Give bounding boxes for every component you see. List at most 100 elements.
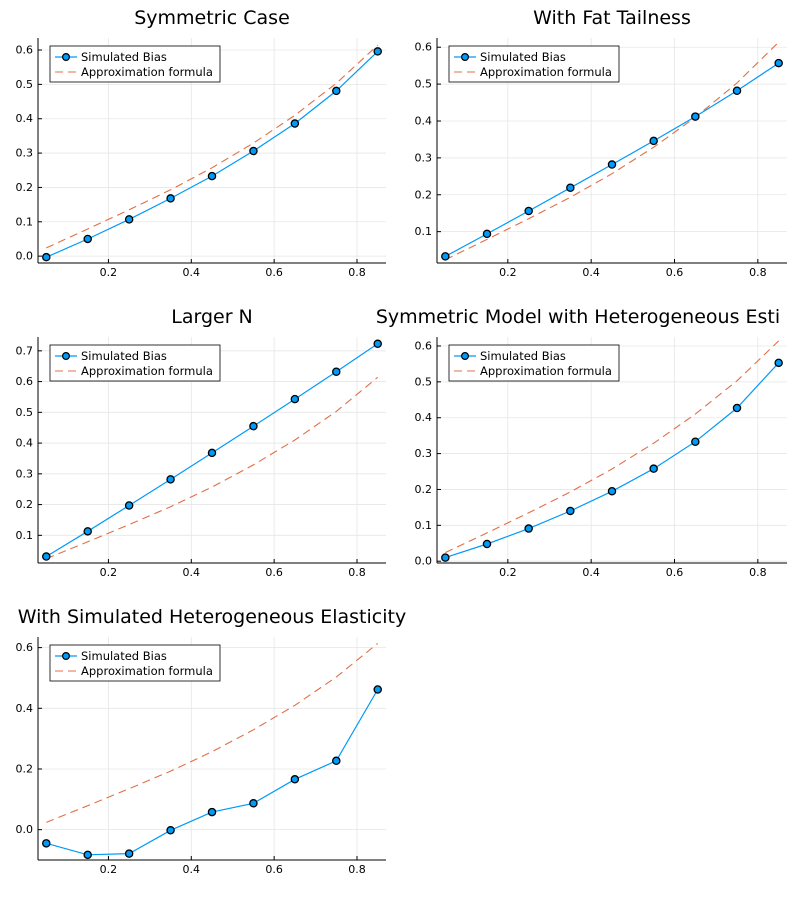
x-tick-label: 0.4 (183, 566, 201, 579)
simulated-bias-point (607, 160, 617, 169)
simulated-bias-point (332, 86, 341, 96)
simulated-bias-point (290, 394, 300, 404)
simulated-bias-line (445, 62, 780, 257)
simulated-bias-point (42, 552, 51, 561)
x-tick-label: 0.2 (499, 266, 517, 279)
panel-symmetric-heterogeneous-esti: Symmetric Model with Heterogeneous Esti 0… (376, 306, 787, 579)
legend-simulated-label: Simulated Bias (480, 349, 566, 363)
legend-simulated-label: Simulated Bias (81, 649, 167, 663)
legend-simulated-marker (461, 352, 470, 361)
simulated-bias-point (207, 171, 217, 181)
simulated-bias-point (124, 501, 134, 510)
simulated-bias-point (83, 527, 92, 536)
y-tick-label: 0.2 (16, 762, 34, 775)
x-tick-label: 0.8 (348, 863, 366, 876)
legend-simulated-label: Simulated Bias (480, 50, 566, 64)
x-tick-label: 0.8 (749, 566, 767, 579)
simulated-bias-point (249, 421, 258, 431)
simulated-bias-point (566, 183, 575, 193)
legend-simulated-marker (61, 52, 70, 61)
simulated-bias-point (524, 206, 533, 216)
y-tick-label: 0.3 (16, 147, 34, 160)
panel-larger-n: Larger N 0.2 0.4 0.6 0.8 0.1 0.2 0.3 0.4 0.5 0.6 0.… (16, 306, 386, 579)
y-tick-label: 0.2 (415, 483, 433, 496)
simulated-bias-point (166, 475, 175, 484)
simulated-bias-point (774, 58, 783, 68)
simulated-bias-point (290, 119, 300, 128)
simulated-bias-point (373, 339, 382, 349)
x-tick-label: 0.6 (666, 266, 684, 279)
simulated-bias-point (249, 146, 258, 156)
y-tick-label: 0.3 (415, 151, 433, 164)
x-tick-label: 0.4 (582, 266, 600, 279)
simulated-bias-point (373, 685, 382, 694)
y-tick-label: 0.4 (415, 114, 433, 127)
x-tick-label: 0.8 (348, 566, 366, 579)
y-tick-label: 0.6 (16, 44, 34, 57)
legend-approximation-label: Approximation formula (81, 664, 213, 678)
simulated-bias-point (482, 539, 492, 549)
y-tick-label: 0.2 (415, 188, 433, 201)
x-tick-label: 0.4 (183, 863, 201, 876)
y-tick-label: 0.5 (415, 78, 433, 91)
approximation-formula-line (46, 642, 379, 823)
y-tick-label: 0.1 (415, 519, 433, 532)
y-tick-label: 0.2 (16, 181, 34, 194)
simulated-bias-point (124, 849, 134, 858)
y-tick-label: 0.5 (16, 406, 34, 419)
simulated-bias-point (482, 229, 492, 239)
legend-box (49, 45, 221, 83)
simulated-bias-point (649, 464, 658, 473)
x-tick-label: 0.6 (666, 566, 684, 579)
legend-approximation-label: Approximation formula (480, 364, 612, 378)
chart-title: Symmetric Case (134, 7, 290, 29)
legend-box (448, 45, 620, 83)
x-tick-label: 0.4 (183, 266, 201, 279)
legend-approximation-label: Approximation formula (81, 364, 213, 378)
simulated-bias-point (732, 403, 742, 413)
simulated-bias-point (774, 358, 783, 368)
y-tick-label: 0.4 (16, 437, 34, 450)
approximation-formula-line (46, 376, 379, 560)
y-tick-label: 0.0 (415, 555, 433, 568)
simulated-bias-point (83, 850, 92, 860)
chart-title: Larger N (171, 306, 253, 328)
legend-box (49, 344, 221, 382)
simulated-bias-point (373, 47, 382, 56)
simulated-bias-point (441, 553, 450, 562)
y-tick-label: 0.1 (415, 225, 433, 238)
simulated-bias-point (290, 775, 300, 784)
panel-fat-tailness: With Fat Tailness 0.2 0.4 0.6 0.8 0.1 0.2 0.3 0.… (415, 7, 787, 279)
simulated-bias-point (83, 234, 92, 244)
y-tick-label: 0.5 (415, 375, 433, 388)
simulated-bias-point (441, 252, 450, 261)
legend-approximation-label: Approximation formula (81, 65, 213, 79)
x-tick-label: 0.8 (348, 266, 366, 279)
panel-symmetric-case: Symmetric Case 0.2 0.4 0.6 0.8 0.0 0.1 0.2 0.3 0.… (16, 7, 386, 279)
y-tick-label: 0.4 (415, 411, 433, 424)
legend-box (448, 344, 620, 382)
simulated-bias-point (691, 437, 700, 446)
y-tick-label: 0.5 (16, 78, 34, 91)
simulated-bias-point (691, 112, 700, 121)
simulated-bias-point (732, 86, 742, 95)
simulated-bias-point (166, 194, 175, 203)
y-tick-label: 0.0 (16, 823, 34, 836)
simulated-bias-point (207, 448, 217, 458)
y-tick-label: 0.0 (16, 250, 34, 263)
approximation-formula-line (46, 44, 379, 249)
chart-title: With Simulated Heterogeneous Elasticity (18, 606, 406, 628)
legend-approximation-label: Approximation formula (480, 65, 612, 79)
y-tick-label: 0.7 (16, 344, 34, 357)
x-tick-label: 0.4 (582, 566, 600, 579)
simulated-bias-point (332, 367, 341, 376)
y-tick-label: 0.1 (16, 529, 34, 542)
x-tick-label: 0.2 (100, 863, 118, 876)
legend-simulated-marker (61, 651, 70, 660)
simulated-bias-point (207, 807, 217, 817)
simulated-bias-point (332, 756, 341, 766)
y-tick-label: 0.3 (415, 447, 433, 460)
panel-simulated-heterogeneous-elasticity: With Simulated Heterogeneous Elasticity 0… (16, 606, 407, 876)
x-tick-label: 0.2 (100, 566, 118, 579)
